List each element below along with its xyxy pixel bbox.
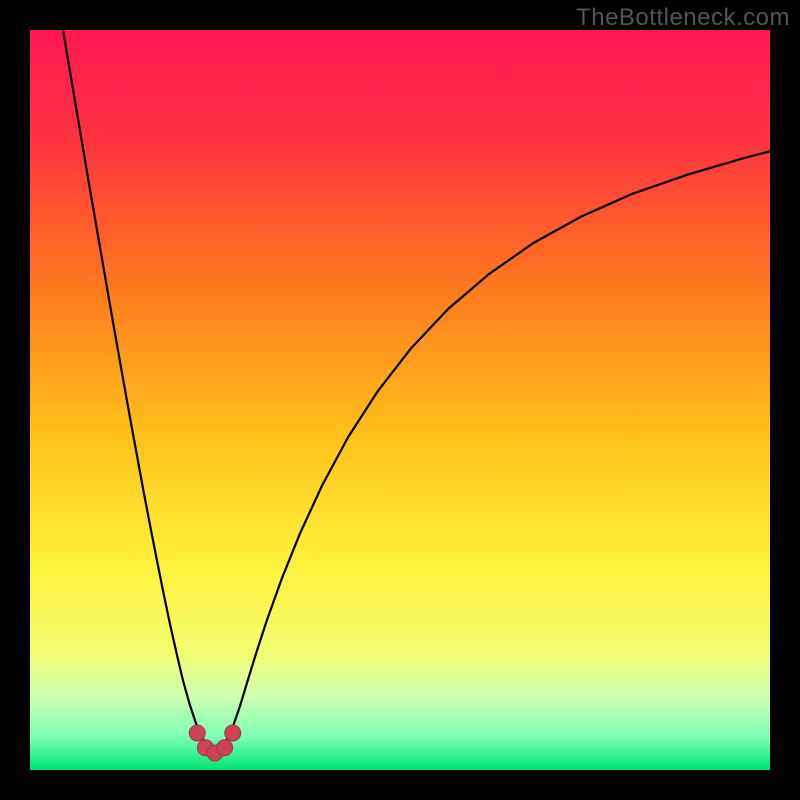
marker-dot xyxy=(217,740,233,756)
bottleneck-curve-chart xyxy=(30,30,770,770)
marker-dot xyxy=(225,725,241,741)
watermark-text: TheBottleneck.com xyxy=(576,4,790,32)
chart-frame: TheBottleneck.com xyxy=(0,0,800,800)
marker-dot xyxy=(189,725,205,741)
gradient-background xyxy=(30,30,770,770)
plot-area xyxy=(30,30,770,770)
